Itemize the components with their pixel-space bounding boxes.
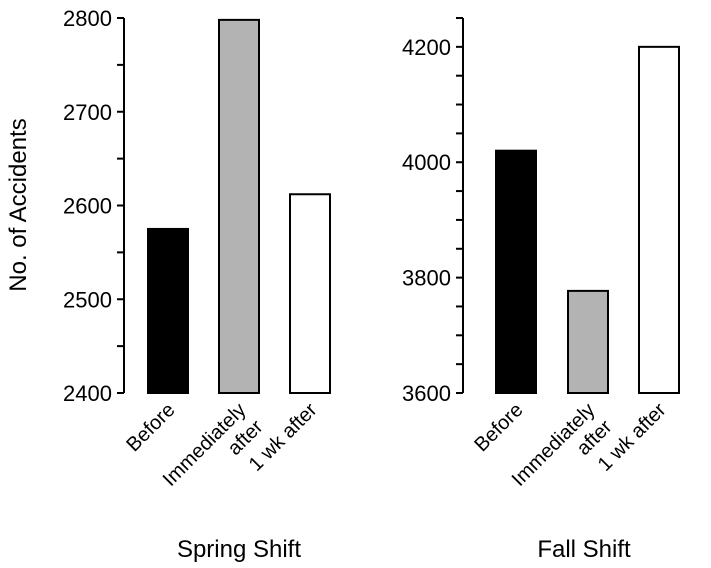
spring-y-tick-label: 2700 xyxy=(63,100,112,125)
spring-bar-one-week-after xyxy=(289,193,331,394)
fall-y-tick-label: 4000 xyxy=(402,150,451,175)
spring-y-tick-label: 2600 xyxy=(63,194,112,219)
spring-bar-immediately-after xyxy=(218,18,260,394)
fall-bar-before xyxy=(495,149,537,394)
fall-y-tick-label: 3600 xyxy=(402,381,451,406)
spring-shift-title: Spring Shift xyxy=(177,536,301,563)
fall-y-tick-label: 3800 xyxy=(402,266,451,291)
fall-shift-title: Fall Shift xyxy=(537,536,631,563)
fall-bar-one-week-after xyxy=(638,45,680,394)
spring-category-label-before: Before xyxy=(122,399,179,456)
fall-y-tick-label: 4200 xyxy=(402,35,451,60)
fall-bar-immediately-after xyxy=(567,289,609,394)
spring-shift-panel: 24002500260027002800BeforeImmediatelyaft… xyxy=(63,6,331,491)
y-axis-title: No. of Accidents xyxy=(5,118,32,291)
spring-bar-before xyxy=(147,227,189,394)
fall-category-label-before: Before xyxy=(470,399,527,456)
spring-y-tick-label: 2400 xyxy=(63,381,112,406)
spring-y-tick-label: 2500 xyxy=(63,287,112,312)
spring-y-tick-label: 2800 xyxy=(63,6,112,31)
fall-shift-panel: 3600380040004200BeforeImmediatelyafter1 … xyxy=(402,17,680,491)
